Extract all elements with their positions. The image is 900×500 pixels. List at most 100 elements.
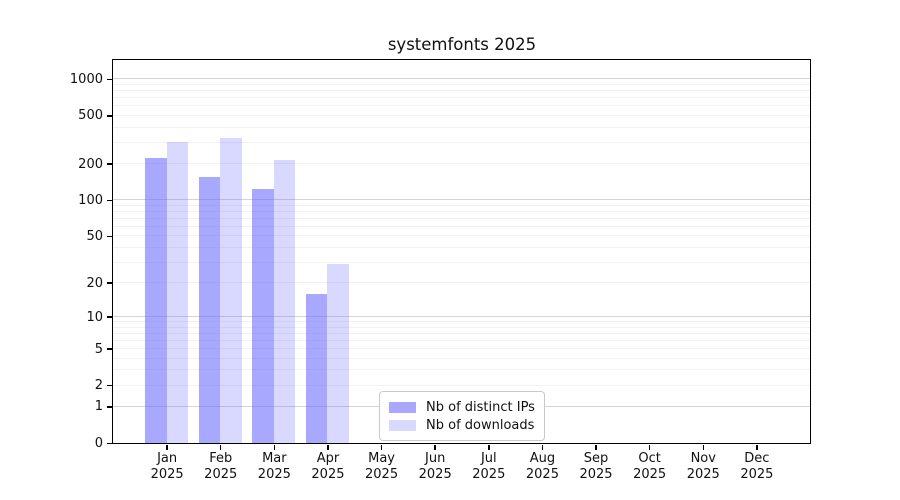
x-tick-year: 2025: [472, 467, 506, 482]
legend-item-distinct-ips: Nb of distinct IPs: [389, 398, 535, 416]
y-tick-label: 2: [94, 378, 103, 394]
minor-gridline: [113, 90, 810, 92]
x-tick-year: 2025: [365, 467, 399, 482]
y-tick: [106, 384, 112, 387]
x-tick: [756, 445, 758, 450]
y-tick: [106, 115, 112, 117]
minor-gridline: [113, 141, 810, 143]
minor-gridline: [113, 348, 810, 350]
x-tick-year: 2025: [204, 467, 238, 482]
bar-mar-downloads: [273, 159, 296, 443]
x-tick-year: 2025: [418, 467, 452, 482]
x-tick-year: 2025: [740, 467, 774, 482]
minor-gridline: [113, 217, 810, 219]
minor-gridline: [113, 210, 810, 212]
minor-gridline: [113, 105, 810, 107]
legend-label-distinct-ips: Nb of distinct IPs: [426, 399, 535, 415]
x-tick-label: May 2025: [350, 451, 414, 483]
y-tick-label: 100: [78, 192, 103, 208]
plot-area: Nb of distinct IPs Nb of downloads: [112, 59, 811, 444]
bar-jan-ips: [145, 158, 167, 443]
x-tick-year: 2025: [311, 467, 345, 482]
minor-gridline: [113, 384, 810, 386]
major-gridline: [113, 199, 810, 201]
x-tick: [541, 445, 544, 450]
x-tick-label: Apr 2025: [296, 451, 360, 483]
x-tick-year: 2025: [686, 467, 720, 482]
minor-gridline: [113, 326, 810, 328]
legend-label-downloads: Nb of downloads: [426, 417, 535, 433]
y-tick-label: 50: [86, 228, 103, 244]
minor-gridline: [113, 235, 810, 237]
x-tick-year: 2025: [257, 467, 291, 482]
x-tick: [273, 445, 276, 450]
x-tick-label: Jul 2025: [457, 451, 521, 483]
x-tick-label: Nov 2025: [671, 451, 735, 483]
y-tick: [106, 316, 112, 318]
x-tick: [380, 445, 383, 450]
major-gridline: [113, 78, 810, 80]
x-tick-year: 2025: [525, 467, 559, 482]
x-tick: [488, 445, 490, 450]
minor-gridline: [113, 261, 810, 263]
y-tick: [106, 406, 112, 408]
x-tick-year: 2025: [150, 467, 184, 482]
minor-gridline: [113, 204, 810, 206]
x-tick-label: Mar 2025: [242, 451, 306, 483]
y-tick: [106, 282, 112, 284]
y-tick-label: 500: [78, 108, 103, 124]
minor-gridline: [113, 282, 810, 284]
x-tick-year: 2025: [633, 467, 667, 482]
x-tick-label: Aug 2025: [510, 451, 574, 483]
y-tick-label: 0: [94, 436, 103, 451]
minor-gridline: [113, 369, 810, 371]
x-tick-label: Feb 2025: [189, 451, 253, 483]
y-tick: [106, 442, 112, 445]
minor-gridline: [113, 321, 810, 323]
y-tick: [106, 199, 112, 202]
y-tick: [106, 78, 112, 81]
bar-apr-downloads: [327, 263, 349, 443]
minor-gridline: [113, 357, 810, 359]
bar-feb-ips: [198, 176, 221, 443]
y-tick-label: 1000: [69, 71, 103, 87]
x-tick-label: Oct 2025: [618, 451, 682, 483]
y-tick-label: 1: [94, 399, 103, 415]
y-tick-label: 200: [78, 156, 103, 172]
x-tick-label: Jun 2025: [403, 451, 467, 483]
bar-mar-ips: [252, 188, 274, 443]
x-tick: [702, 445, 705, 450]
minor-gridline: [113, 246, 810, 248]
minor-gridline: [113, 163, 810, 165]
x-tick-label: Sep 2025: [564, 451, 628, 483]
bar-jan-downloads: [166, 141, 188, 443]
x-tick: [648, 445, 651, 450]
y-tick: [106, 348, 112, 350]
legend-item-downloads: Nb of downloads: [389, 416, 535, 434]
x-tick: [595, 445, 597, 450]
x-tick: [327, 445, 329, 450]
bar-feb-downloads: [220, 138, 242, 443]
legend: Nb of distinct IPs Nb of downloads: [379, 391, 545, 441]
y-tick-label: 10: [86, 309, 103, 325]
major-gridline: [113, 316, 810, 318]
y-tick: [106, 163, 112, 165]
x-tick-label: Dec 2025: [725, 451, 789, 483]
minor-gridline: [113, 97, 810, 99]
chart-title: systemfonts 2025: [387, 35, 537, 54]
x-tick: [166, 445, 168, 450]
x-tick-year: 2025: [579, 467, 613, 482]
x-tick-label: Jan 2025: [135, 451, 199, 483]
y-tick: [106, 235, 112, 238]
bar-apr-ips: [306, 293, 328, 443]
minor-gridline: [113, 339, 810, 341]
legend-swatch-downloads: [389, 419, 416, 431]
minor-gridline: [113, 114, 810, 116]
y-tick-label: 5: [94, 341, 103, 357]
minor-gridline: [113, 225, 810, 227]
x-tick: [219, 445, 222, 450]
y-tick-label: 20: [86, 275, 103, 291]
minor-gridline: [113, 332, 810, 334]
minor-gridline: [113, 126, 810, 128]
